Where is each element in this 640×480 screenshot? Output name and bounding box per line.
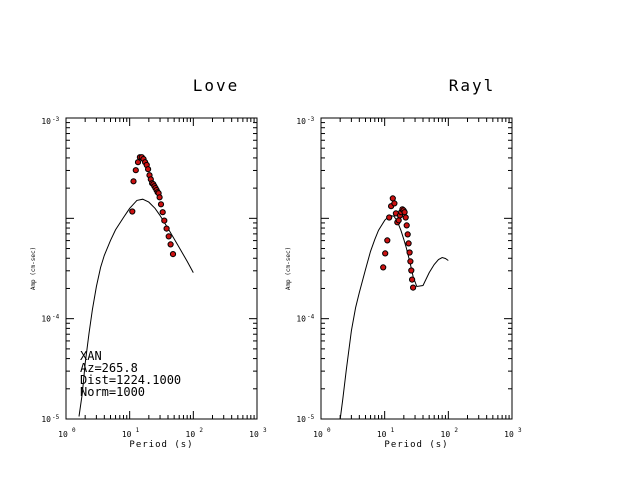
x-tick-label: 10 <box>58 430 68 439</box>
data-point <box>406 249 413 256</box>
data-point <box>404 231 411 238</box>
x-tick-exponent: 0 <box>72 427 76 434</box>
x-tick-label: 10 <box>249 430 259 439</box>
y-tick-label: 10 <box>296 117 306 126</box>
x-tick-label: 10 <box>313 430 323 439</box>
x-tick-label: 10 <box>122 430 132 439</box>
x-tick-label: 10 <box>377 430 387 439</box>
y-tick-label: 10 <box>41 117 51 126</box>
data-point <box>408 267 415 274</box>
data-point <box>391 200 398 207</box>
data-point <box>407 258 414 265</box>
model-curve <box>78 198 194 417</box>
data-point <box>395 217 402 224</box>
y-tick-label: 10 <box>296 415 306 424</box>
x-tick-label: 10 <box>441 430 451 439</box>
data-point <box>156 194 163 201</box>
chart-title: Rayl <box>449 76 496 95</box>
x-tick-exponent: 2 <box>199 427 203 434</box>
data-point <box>409 276 416 283</box>
y-tick-exponent: -4 <box>307 314 315 321</box>
data-point <box>157 201 165 208</box>
data-point <box>163 225 170 232</box>
data-point <box>389 195 396 202</box>
data-point <box>380 264 387 271</box>
data-point <box>402 214 409 221</box>
x-axis-label: Period (s) <box>129 440 193 450</box>
y-tick-label: 10 <box>41 315 51 324</box>
station-annotation: XAN <box>80 349 102 363</box>
data-point <box>134 159 142 166</box>
data-point <box>401 209 408 216</box>
y-tick-exponent: -5 <box>52 414 60 421</box>
station-annotation: Dist=1224.1000 <box>80 373 181 387</box>
data-point <box>129 208 136 215</box>
y-axis-label: Amp (cm-sec) <box>285 247 292 290</box>
data-point <box>145 166 152 173</box>
x-tick-exponent: 3 <box>518 427 522 434</box>
y-tick-exponent: -3 <box>307 116 315 123</box>
data-point <box>165 233 172 240</box>
data-point <box>132 167 139 174</box>
plot-frame <box>320 117 513 420</box>
y-tick-exponent: -3 <box>52 116 60 123</box>
data-point <box>159 209 166 216</box>
x-tick-exponent: 1 <box>136 427 140 434</box>
chart-title: Love <box>193 76 240 95</box>
y-tick-label: 10 <box>296 315 306 324</box>
y-axis-label: Amp (cm-sec) <box>30 247 37 290</box>
x-tick-exponent: 3 <box>263 427 267 434</box>
x-tick-exponent: 0 <box>327 427 331 434</box>
station-annotation: Norm=1000 <box>80 385 145 399</box>
data-point <box>382 250 389 257</box>
x-axis-label: Period (s) <box>384 440 448 450</box>
data-point <box>403 222 410 229</box>
data-point <box>405 240 412 247</box>
plot-frame <box>65 117 258 420</box>
data-point <box>167 241 174 248</box>
data-point <box>130 178 137 185</box>
y-tick-label: 10 <box>41 415 51 424</box>
data-point <box>161 217 168 224</box>
x-tick-label: 10 <box>186 430 196 439</box>
model-curve <box>339 214 449 420</box>
data-point <box>169 251 177 258</box>
data-point <box>384 237 391 244</box>
data-point <box>410 284 417 291</box>
x-tick-exponent: 2 <box>454 427 458 434</box>
y-tick-exponent: -4 <box>52 314 60 321</box>
station-annotation: Az=265.8 <box>80 361 138 375</box>
x-tick-label: 10 <box>504 430 514 439</box>
y-tick-exponent: -5 <box>307 414 315 421</box>
x-tick-exponent: 1 <box>391 427 395 434</box>
data-point <box>386 214 393 221</box>
